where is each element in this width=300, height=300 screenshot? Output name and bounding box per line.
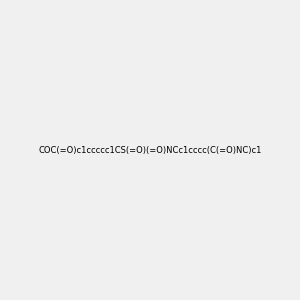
Text: COC(=O)c1ccccc1CS(=O)(=O)NCc1cccc(C(=O)NC)c1: COC(=O)c1ccccc1CS(=O)(=O)NCc1cccc(C(=O)N… <box>38 146 262 154</box>
